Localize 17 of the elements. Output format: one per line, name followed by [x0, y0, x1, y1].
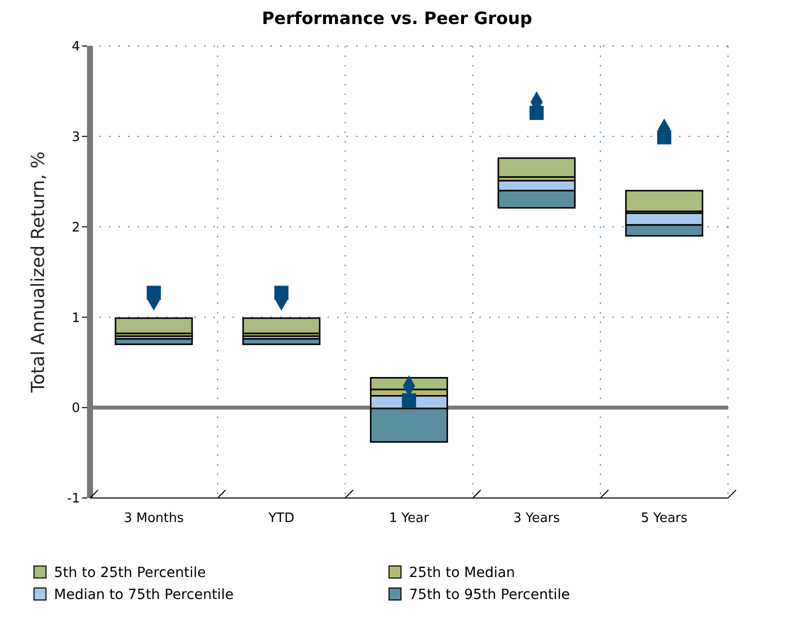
- x-tick-label: 3 Months: [124, 511, 184, 526]
- y-tick-label: 3: [72, 130, 80, 145]
- y-axis-title: Total Annualized Return, %: [28, 151, 49, 394]
- y-tick-label: 0: [72, 401, 80, 416]
- legend-label: Median to 75th Percentile: [54, 586, 234, 603]
- chart-title: Performance vs. Peer Group: [262, 9, 532, 29]
- legend-label: 25th to Median: [409, 564, 516, 581]
- x-tick-label: 3 Years: [513, 511, 560, 526]
- y-tick-label: 4: [72, 40, 80, 55]
- legend-label: 5th to 25th Percentile: [54, 564, 206, 581]
- y-tick-label: 2: [72, 220, 80, 236]
- x-tick-label: 1 Year: [389, 511, 430, 526]
- x-tick-label: YTD: [267, 511, 294, 526]
- y-tick-label: -1: [67, 492, 80, 507]
- legend-label: 75th to 95th Percentile: [409, 586, 570, 603]
- x-tick-label: 5 Years: [640, 511, 688, 526]
- y-tick-label: 1: [72, 310, 80, 326]
